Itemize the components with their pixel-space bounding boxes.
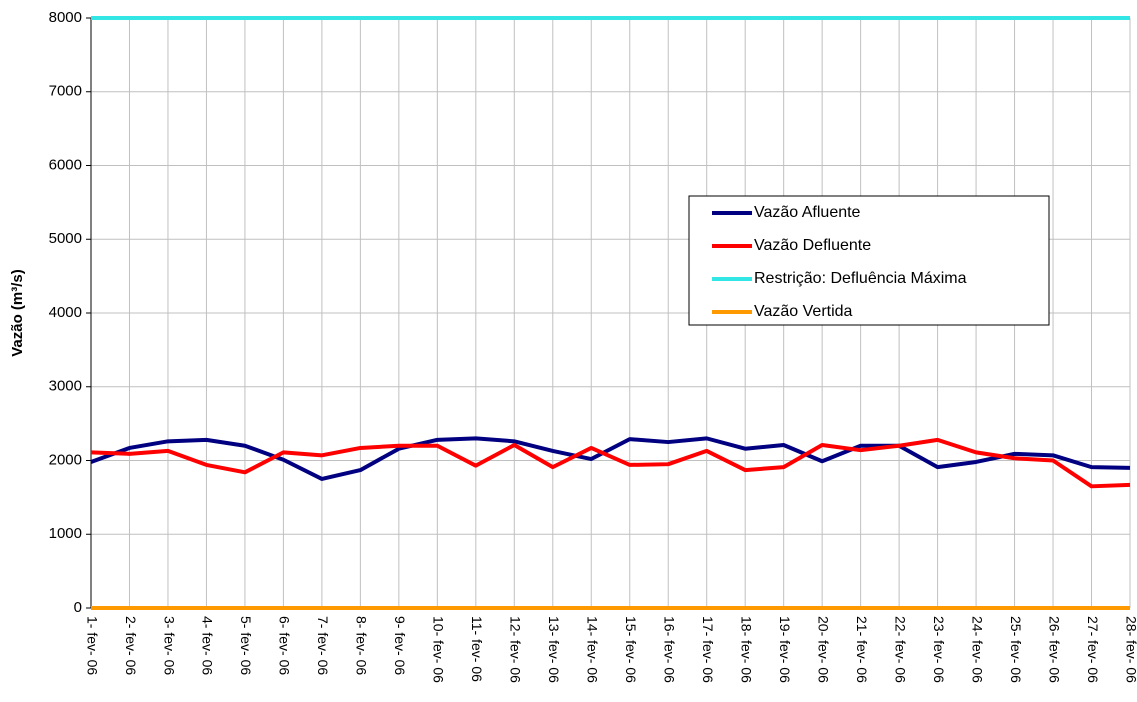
x-tick-label: 8- fev- 06 bbox=[354, 616, 370, 675]
series-line bbox=[90, 436, 1131, 481]
x-tick-label: 6- fev- 06 bbox=[277, 616, 293, 675]
x-tick-label: 9- fev- 06 bbox=[392, 616, 408, 675]
x-tick-label: 28- fev- 06 bbox=[1123, 616, 1137, 683]
y-tick-label: 4000 bbox=[49, 304, 82, 321]
x-tick-label: 10- fev- 06 bbox=[431, 616, 447, 683]
x-tick-label: 1- fev- 06 bbox=[84, 616, 100, 675]
legend-label: Vazão Vertida bbox=[754, 303, 853, 320]
x-tick-label: 18- fev- 06 bbox=[738, 616, 754, 683]
y-tick-label: 5000 bbox=[49, 230, 82, 247]
legend-label: Restrição: Defluência Máxima bbox=[754, 270, 967, 287]
x-tick-label: 19- fev- 06 bbox=[777, 616, 793, 683]
x-tick-label: 24- fev- 06 bbox=[969, 616, 985, 683]
y-tick-label: 8000 bbox=[49, 9, 82, 26]
x-tick-label: 17- fev- 06 bbox=[700, 616, 716, 683]
x-tick-label: 3- fev- 06 bbox=[161, 616, 177, 675]
x-tick-label: 12- fev- 06 bbox=[508, 616, 524, 683]
x-tick-label: 5- fev- 06 bbox=[238, 616, 254, 675]
x-tick-label: 11- fev- 06 bbox=[469, 616, 485, 682]
x-tick-label: 7- fev- 06 bbox=[315, 616, 331, 675]
legend-label: Vazão Defluente bbox=[754, 237, 871, 254]
x-tick-label: 14- fev- 06 bbox=[585, 616, 601, 683]
legend-label: Vazão Afluente bbox=[754, 204, 861, 221]
legend-box bbox=[688, 195, 1050, 326]
x-tick-label: 21- fev- 06 bbox=[854, 616, 870, 683]
x-tick-label: 15- fev- 06 bbox=[623, 616, 639, 683]
legend: Vazão Afluente Vazão Defluente Restrição: … bbox=[688, 195, 1050, 326]
y-tick-label: 1000 bbox=[49, 525, 82, 542]
x-tick-label: 23- fev- 06 bbox=[931, 616, 947, 683]
x-tick-label: 20- fev- 06 bbox=[815, 616, 831, 683]
y-tick-label: 7000 bbox=[49, 83, 82, 100]
x-tick-label: 22- fev- 06 bbox=[892, 616, 908, 683]
x-tick-label: 16- fev- 06 bbox=[662, 616, 678, 683]
x-tick-label: 13- fev- 06 bbox=[546, 616, 562, 683]
x-tick-label: 25- fev- 06 bbox=[1008, 616, 1024, 683]
x-tick-label: 4- fev- 06 bbox=[200, 616, 216, 675]
x-tick-label: 27- fev- 06 bbox=[1085, 616, 1101, 683]
y-tick-label: 0 bbox=[74, 599, 82, 616]
y-axis-label: Vazão (m³/s) bbox=[9, 269, 26, 357]
x-tick-label: 2- fev- 06 bbox=[123, 616, 139, 675]
y-tick-label: 6000 bbox=[49, 156, 82, 173]
x-tick-label: 26- fev- 06 bbox=[1046, 616, 1062, 683]
y-tick-label: 3000 bbox=[49, 378, 82, 395]
y-tick-label: 2000 bbox=[49, 451, 82, 468]
series-line bbox=[90, 437, 1131, 489]
